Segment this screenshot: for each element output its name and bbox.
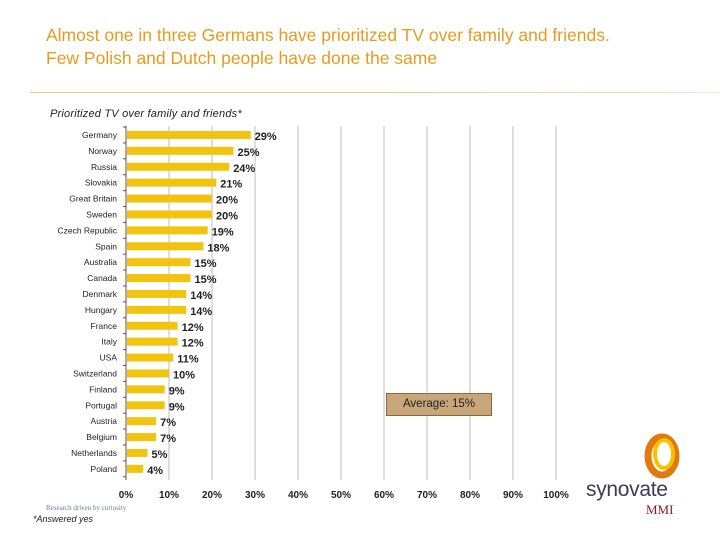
bar — [127, 321, 178, 330]
value-label: 12% — [182, 322, 204, 334]
footnote: *Answered yes — [33, 514, 94, 524]
x-tick-label: 10% — [159, 490, 179, 501]
title-line-1: Almost one in three Germans have priorit… — [46, 25, 610, 45]
bar — [127, 289, 187, 298]
page-title: Almost one in three Germans have priorit… — [46, 24, 706, 70]
bar — [127, 130, 251, 139]
x-tick-label: 30% — [245, 490, 265, 501]
x-tick-label: 90% — [503, 490, 523, 501]
bar — [127, 337, 178, 346]
bar — [127, 242, 204, 251]
category-label: Canada — [87, 273, 117, 283]
x-tick-label: 80% — [460, 490, 480, 501]
value-label: 7% — [160, 417, 176, 429]
bar — [127, 178, 217, 187]
category-label: Netherlands — [71, 448, 117, 458]
value-label: 24% — [233, 163, 255, 175]
value-label: 9% — [169, 385, 185, 397]
x-tick-label: 0% — [119, 490, 134, 501]
value-label: 14% — [190, 306, 212, 318]
category-label: Norway — [88, 146, 118, 156]
category-label: USA — [100, 353, 118, 363]
value-label: 19% — [212, 226, 234, 238]
category-label: Australia — [84, 257, 117, 267]
value-label: 21% — [220, 179, 242, 191]
value-label: 5% — [152, 449, 168, 461]
average-label: Average: 15% — [386, 393, 492, 416]
value-label: 9% — [169, 401, 185, 413]
category-label: Italy — [101, 337, 117, 347]
category-label: Poland — [91, 464, 118, 474]
category-label: Portugal — [85, 400, 117, 410]
bar — [127, 146, 234, 155]
category-label: Spain — [95, 241, 117, 251]
value-label: 11% — [177, 354, 199, 366]
bar — [127, 210, 212, 219]
bar — [127, 417, 157, 426]
bar — [127, 464, 144, 473]
value-label: 20% — [216, 195, 238, 207]
logo-sub: MMI — [646, 502, 674, 517]
bar — [127, 385, 165, 394]
category-label: Sweden — [86, 209, 117, 219]
category-label: Slovakia — [85, 178, 117, 188]
bar — [127, 433, 157, 442]
title-divider — [30, 92, 720, 93]
category-label: Great Britain — [69, 194, 117, 204]
x-tick-label: 60% — [374, 490, 394, 501]
category-label: Finland — [89, 384, 117, 394]
bar — [127, 162, 230, 171]
category-label: Russia — [91, 162, 117, 172]
bar — [127, 258, 191, 267]
value-label: 29% — [255, 131, 277, 143]
value-label: 25% — [238, 147, 260, 159]
bar — [127, 194, 212, 203]
category-label: Switzerland — [73, 368, 117, 378]
logo-name: synovate — [586, 478, 668, 501]
category-label: Austria — [91, 416, 118, 426]
category-label: France — [91, 321, 118, 331]
value-label: 14% — [190, 290, 212, 302]
value-label: 10% — [173, 369, 195, 381]
value-label: 4% — [147, 465, 163, 477]
x-tick-label: 50% — [331, 490, 351, 501]
value-label: 7% — [160, 433, 176, 445]
x-tick-label: 100% — [543, 490, 569, 501]
category-label: Czech Republic — [57, 225, 117, 235]
synovate-logo-icon — [644, 433, 680, 479]
bar — [127, 353, 174, 362]
x-tick-label: 70% — [417, 490, 437, 501]
value-label: 18% — [207, 242, 229, 254]
value-label: 15% — [195, 274, 217, 286]
category-label: Denmark — [83, 289, 118, 299]
bar — [127, 305, 187, 314]
value-label: 20% — [216, 210, 238, 222]
bar — [127, 369, 169, 378]
title-line-2: Few Polish and Dutch people have done th… — [46, 48, 438, 68]
tagline: Research driven by curiosity — [46, 504, 127, 512]
category-label: Belgium — [86, 432, 117, 442]
category-label: Hungary — [85, 305, 118, 315]
x-tick-label: 40% — [288, 490, 308, 501]
bar — [127, 274, 191, 283]
value-label: 12% — [182, 338, 204, 350]
category-label: Germany — [82, 130, 118, 140]
bar — [127, 448, 148, 457]
x-tick-label: 20% — [202, 490, 222, 501]
chart-title: Prioritized TV over family and friends* — [50, 108, 242, 120]
bar — [127, 401, 165, 410]
bar — [127, 226, 208, 235]
value-label: 15% — [195, 258, 217, 270]
